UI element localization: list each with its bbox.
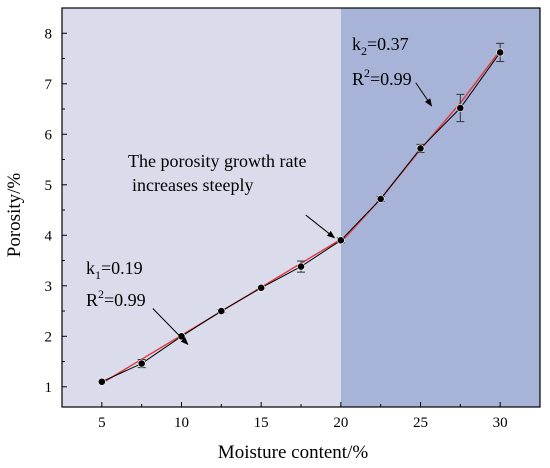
- region-2: [340, 8, 540, 407]
- x-tick-label: 25: [413, 415, 428, 431]
- y-tick-label: 4: [45, 228, 53, 244]
- data-point: [416, 144, 425, 153]
- y-tick-label: 1: [45, 380, 53, 396]
- arrow-3: [415, 82, 433, 107]
- background-regions: [62, 8, 540, 407]
- r2-left-annotation: R2=0.99: [86, 287, 146, 310]
- data-point: [297, 262, 305, 271]
- y-tick-label: 8: [45, 26, 53, 42]
- y-tick-label: 7: [45, 77, 53, 93]
- x-tick-label: 15: [254, 415, 269, 431]
- arrow-1: [152, 308, 189, 345]
- x-tick-label: 10: [174, 415, 189, 431]
- y-axis-label: Porosity/%: [4, 173, 25, 258]
- data-point: [336, 236, 345, 245]
- x-axis-label: Moisture content/%: [218, 442, 369, 463]
- growth-rate-annotation-line2: increases steeply: [132, 175, 253, 195]
- data-point: [217, 307, 226, 315]
- y-tick-label: 5: [45, 178, 53, 194]
- r2-right-annotation: R2=0.99: [352, 66, 412, 89]
- data-point: [496, 48, 505, 57]
- y-tick-label: 2: [45, 329, 53, 345]
- data-point: [177, 332, 186, 341]
- growth-rate-annotation-line1: The porosity growth rate: [128, 151, 306, 171]
- y-axis-ticks: 1 2 3 4 5 6 7 8: [45, 26, 67, 396]
- arrow-2: [305, 214, 336, 239]
- x-tick-label: 30: [493, 415, 508, 431]
- data-series: [97, 42, 505, 386]
- data-point: [97, 377, 106, 386]
- data-point: [376, 195, 385, 203]
- k2-annotation: k2=0.37: [352, 34, 409, 58]
- x-axis-ticks: 5 10 15 20 25 30: [98, 402, 508, 431]
- x-tick-label: 5: [98, 415, 106, 431]
- data-point: [257, 283, 266, 292]
- annotation-arrows: [152, 82, 433, 345]
- k1-annotation: k1=0.19: [86, 258, 143, 282]
- region-1: [62, 8, 341, 407]
- data-point: [137, 359, 146, 368]
- x-tick-label: 20: [333, 415, 348, 431]
- data-point: [456, 104, 465, 112]
- y-tick-label: 6: [45, 127, 53, 143]
- y-tick-label: 3: [45, 279, 53, 295]
